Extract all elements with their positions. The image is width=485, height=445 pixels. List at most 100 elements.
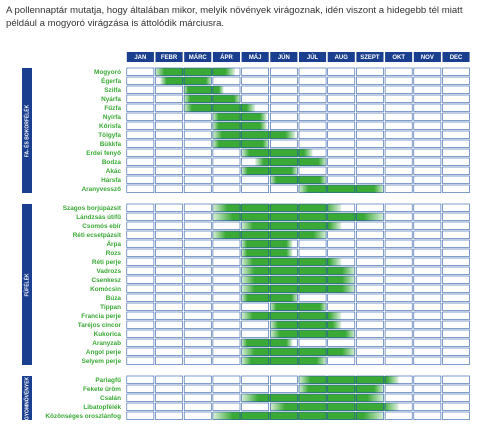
plant-name: Égerfa <box>101 76 121 85</box>
month-cell <box>126 94 155 103</box>
month-cell <box>442 302 470 311</box>
month-cell <box>126 76 155 85</box>
month-cell <box>126 257 155 266</box>
month-cell <box>442 76 470 85</box>
month-cell <box>442 347 470 356</box>
month-cell <box>269 175 298 184</box>
month-cell <box>384 112 413 121</box>
month-cell <box>126 184 155 193</box>
month-cell <box>155 112 183 121</box>
month-cell <box>384 166 413 175</box>
month-cell <box>327 338 356 347</box>
month-cell <box>155 85 183 94</box>
month-cell <box>442 411 470 420</box>
month-cell <box>155 175 183 184</box>
month-cell <box>212 239 241 248</box>
month-cell <box>126 212 155 221</box>
month-cell <box>126 402 155 411</box>
month-cell <box>413 275 442 284</box>
month-cell <box>413 67 442 76</box>
month-cell <box>327 76 356 85</box>
month-cell <box>183 248 212 257</box>
month-cell <box>384 356 413 365</box>
month-cell <box>269 121 298 130</box>
month-cell <box>327 257 356 266</box>
month-cell <box>183 329 212 338</box>
month-header <box>385 52 413 62</box>
month-cell <box>356 175 384 184</box>
season-bar <box>212 213 385 221</box>
month-cell <box>384 103 413 112</box>
month-cell <box>356 356 384 365</box>
month-cell <box>442 139 470 148</box>
month-cell <box>212 103 241 112</box>
month-cell <box>384 275 413 284</box>
month-cell <box>356 384 384 393</box>
month-cell <box>327 266 356 275</box>
plant-name: Aranyvessző <box>82 186 122 193</box>
month-cell <box>155 311 183 320</box>
month-cell <box>269 112 298 121</box>
month-cell <box>442 329 470 338</box>
month-cell <box>241 139 270 148</box>
month-cell <box>212 166 241 175</box>
month-cell <box>442 103 470 112</box>
month-cell <box>241 284 270 293</box>
month-cell <box>212 402 241 411</box>
month-cell <box>241 393 270 402</box>
month-cell <box>442 157 470 166</box>
month-cell <box>413 103 442 112</box>
month-cell <box>126 67 155 76</box>
month-cell <box>442 212 470 221</box>
month-cell <box>183 139 212 148</box>
plant-name: Libatopfélék <box>83 404 121 411</box>
month-cell <box>413 248 442 257</box>
month-cell <box>442 166 470 175</box>
plant-name: Bodza <box>102 159 122 166</box>
month-cell <box>183 94 212 103</box>
month-cell <box>212 302 241 311</box>
month-cell <box>298 293 327 302</box>
month-cell <box>298 212 327 221</box>
month-cell <box>327 212 356 221</box>
month-cell <box>413 320 442 329</box>
month-cell <box>413 139 442 148</box>
plant-name: Csenkesz <box>92 277 122 284</box>
month-cell <box>413 130 442 139</box>
month-cell <box>212 329 241 338</box>
month-cell <box>241 384 270 393</box>
month-cell <box>269 356 298 365</box>
month-cell <box>413 112 442 121</box>
month-cell <box>212 393 241 402</box>
plant-name: Francia perje <box>81 313 121 320</box>
month-cell <box>298 284 327 293</box>
month-cell <box>384 347 413 356</box>
month-cell <box>241 230 270 239</box>
month-cell <box>212 266 241 275</box>
month-cell <box>155 402 183 411</box>
month-cell <box>212 175 241 184</box>
month-cell <box>298 94 327 103</box>
season-bar <box>240 249 293 257</box>
month-cell <box>212 356 241 365</box>
month-cell <box>241 67 270 76</box>
month-cell <box>327 67 356 76</box>
month-cell <box>241 148 270 157</box>
month-cell <box>413 166 442 175</box>
month-cell <box>183 221 212 230</box>
month-cell <box>442 320 470 329</box>
season-bar <box>183 104 256 112</box>
month-label: JÚL <box>307 54 319 61</box>
month-cell <box>126 266 155 275</box>
plant-name: Komócsin <box>90 286 121 293</box>
month-cell <box>356 338 384 347</box>
month-cell <box>155 103 183 112</box>
month-cell <box>241 130 270 139</box>
month-cell <box>155 284 183 293</box>
group-strip <box>22 68 32 193</box>
month-cell <box>212 230 241 239</box>
month-cell <box>241 203 270 212</box>
month-cell <box>241 212 270 221</box>
month-cell <box>241 257 270 266</box>
month-cell <box>126 275 155 284</box>
